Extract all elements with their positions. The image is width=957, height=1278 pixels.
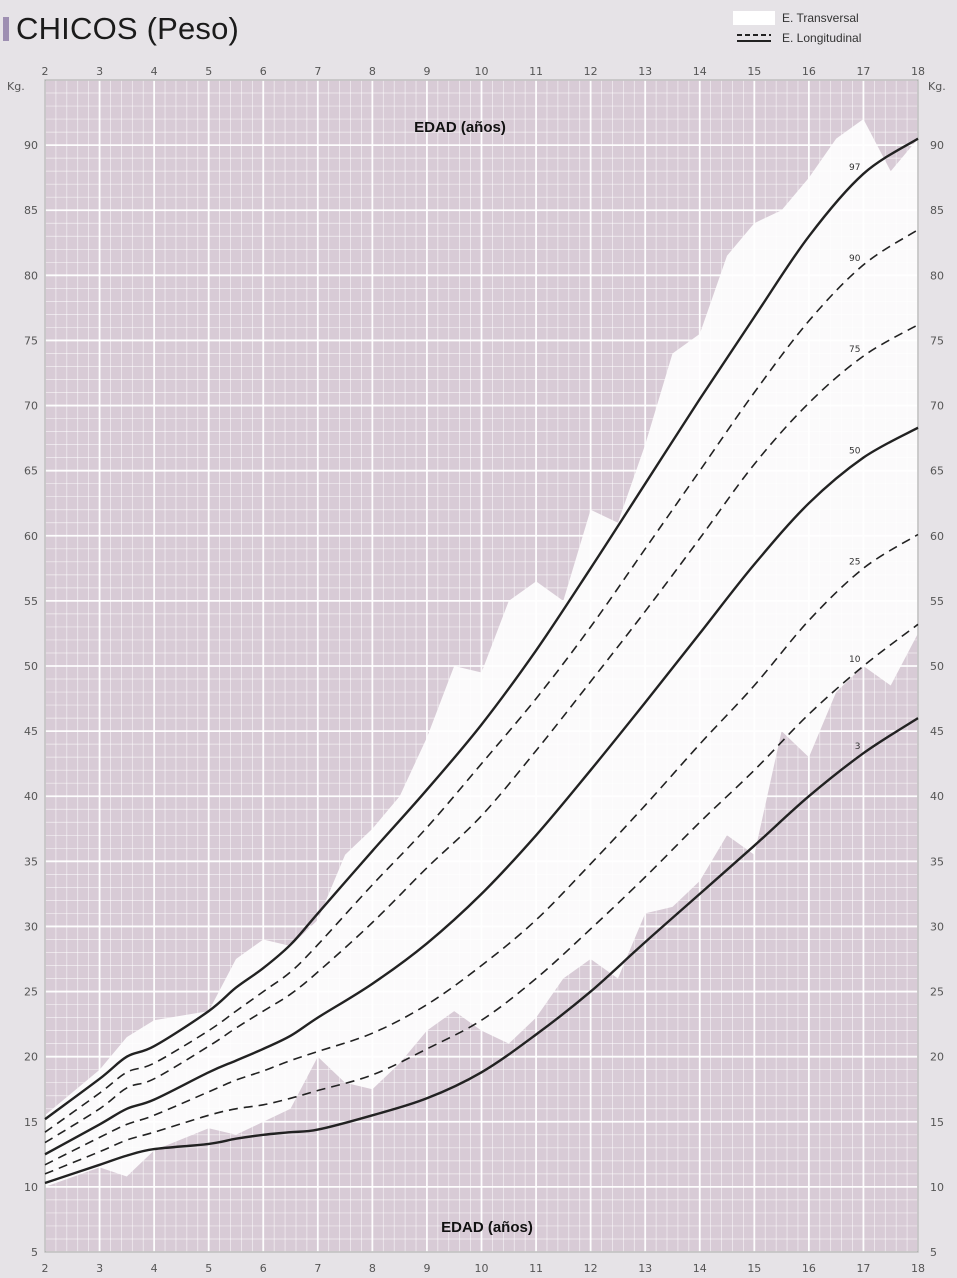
y-tick-label-left: 45 [24, 725, 38, 738]
percentile-curve-25 [44, 533, 919, 1166]
x-tick-label-top: 3 [96, 65, 103, 78]
y-tick-label-left: 65 [24, 465, 38, 478]
title-accent-bar [3, 17, 9, 41]
percentile-label-3: 3 [855, 742, 861, 752]
y-tick-label-left: 35 [24, 855, 38, 868]
x-tick-label-top: 2 [42, 65, 49, 78]
x-tick-label-bottom: 14 [693, 1262, 707, 1275]
y-tick-label-right: 85 [930, 204, 944, 217]
percentile-label-10: 10 [849, 655, 861, 665]
x-tick-label-bottom: 10 [475, 1262, 489, 1275]
x-tick-label-top: 14 [693, 65, 707, 78]
y-tick-label-left: 60 [24, 530, 38, 543]
y-tick-label-left: 5 [31, 1246, 38, 1259]
x-tick-label-bottom: 2 [42, 1262, 49, 1275]
x-axis-title-bottom: EDAD (años) [441, 1219, 533, 1236]
x-tick-label-top: 9 [423, 65, 430, 78]
y-tick-label-right: 60 [930, 530, 944, 543]
y-tick-label-right: 10 [930, 1181, 944, 1194]
y-tick-label-right: 50 [930, 660, 944, 673]
y-tick-label-right: 35 [930, 855, 944, 868]
y-tick-label-right: 45 [930, 725, 944, 738]
x-tick-label-top: 11 [529, 65, 543, 78]
percentile-label-90: 90 [849, 254, 861, 264]
x-tick-label-bottom: 4 [151, 1262, 158, 1275]
x-tick-label-top: 8 [369, 65, 376, 78]
x-tick-label-top: 17 [856, 65, 870, 78]
title-bar: CHICOS (Peso) [0, 11, 240, 46]
y-tick-label-right: 80 [930, 269, 944, 282]
legend-label-transversal: E. Transversal [782, 11, 859, 25]
legend-swatch-longitudinal [737, 34, 771, 42]
x-tick-label-top: 16 [802, 65, 816, 78]
x-tick-label-top: 13 [638, 65, 652, 78]
y-tick-label-left: 20 [24, 1051, 38, 1064]
x-tick-label-top: 15 [747, 65, 761, 78]
y-tick-label-left: 10 [24, 1181, 38, 1194]
y-tick-label-right: 90 [930, 139, 944, 152]
y-tick-label-left: 70 [24, 400, 38, 413]
x-tick-label-bottom: 11 [529, 1262, 543, 1275]
x-tick-label-top: 12 [584, 65, 598, 78]
x-tick-label-top: 18 [911, 65, 925, 78]
x-tick-label-bottom: 8 [369, 1262, 376, 1275]
x-tick-label-bottom: 18 [911, 1262, 925, 1275]
percentile-label-50: 50 [849, 447, 861, 457]
chart-title: CHICOS (Peso) [16, 11, 240, 46]
y-tick-label-right: 40 [930, 790, 944, 803]
x-tick-label-top: 10 [475, 65, 489, 78]
y-tick-label-right: 30 [930, 920, 944, 933]
y-tick-label-left: 50 [24, 660, 38, 673]
y-tick-label-left: 15 [24, 1116, 38, 1129]
x-tick-label-bottom: 13 [638, 1262, 652, 1275]
y-tick-label-left: 85 [24, 204, 38, 217]
legend-label-longitudinal: E. Longitudinal [782, 31, 862, 45]
y-tick-label-right: 75 [930, 334, 944, 347]
percentile-label-25: 25 [849, 557, 860, 567]
x-tick-label-top: 7 [314, 65, 321, 78]
legend-item-transversal: E. Transversal [733, 8, 953, 28]
x-tick-label-bottom: 17 [856, 1262, 870, 1275]
y-tick-label-right: 25 [930, 986, 944, 999]
y-tick-label-left: 90 [24, 139, 38, 152]
legend-swatch-transversal [733, 11, 775, 25]
legend: E. Transversal E. Longitudinal [733, 8, 953, 52]
y-unit-label-right: Kg. [928, 80, 946, 93]
percentile-curve-97 [44, 137, 919, 1121]
legend-item-longitudinal: E. Longitudinal [733, 28, 953, 48]
percentile-label-97: 97 [849, 163, 860, 173]
x-tick-label-bottom: 12 [584, 1262, 598, 1275]
y-tick-label-right: 20 [930, 1051, 944, 1064]
y-tick-label-left: 80 [24, 269, 38, 282]
x-tick-label-bottom: 16 [802, 1262, 816, 1275]
y-tick-label-left: 30 [24, 920, 38, 933]
x-tick-label-top: 5 [205, 65, 212, 78]
percentile-label-75: 75 [849, 345, 860, 355]
percentile-curve-90 [44, 229, 919, 1133]
x-tick-label-bottom: 15 [747, 1262, 761, 1275]
percentile-curve-3 [44, 717, 919, 1185]
y-tick-label-right: 70 [930, 400, 944, 413]
x-tick-label-bottom: 5 [205, 1262, 212, 1275]
y-tick-label-right: 15 [930, 1116, 944, 1129]
x-tick-label-top: 4 [151, 65, 158, 78]
plot-frame [44, 79, 919, 1253]
y-unit-label-left: Kg. [7, 80, 25, 93]
percentile-curve-50 [44, 426, 919, 1156]
x-tick-label-bottom: 3 [96, 1262, 103, 1275]
percentile-curve-75 [44, 324, 919, 1144]
x-tick-label-top: 6 [260, 65, 267, 78]
y-tick-label-left: 40 [24, 790, 38, 803]
x-tick-label-bottom: 9 [423, 1262, 430, 1275]
y-tick-label-left: 55 [24, 595, 38, 608]
x-tick-label-bottom: 7 [314, 1262, 321, 1275]
x-tick-label-bottom: 6 [260, 1262, 267, 1275]
y-tick-label-right: 55 [930, 595, 944, 608]
y-tick-label-left: 25 [24, 986, 38, 999]
y-tick-label-left: 75 [24, 334, 38, 347]
y-tick-label-right: 5 [930, 1246, 937, 1259]
x-axis-title-top: EDAD (años) [414, 119, 506, 136]
y-tick-label-right: 65 [930, 465, 944, 478]
